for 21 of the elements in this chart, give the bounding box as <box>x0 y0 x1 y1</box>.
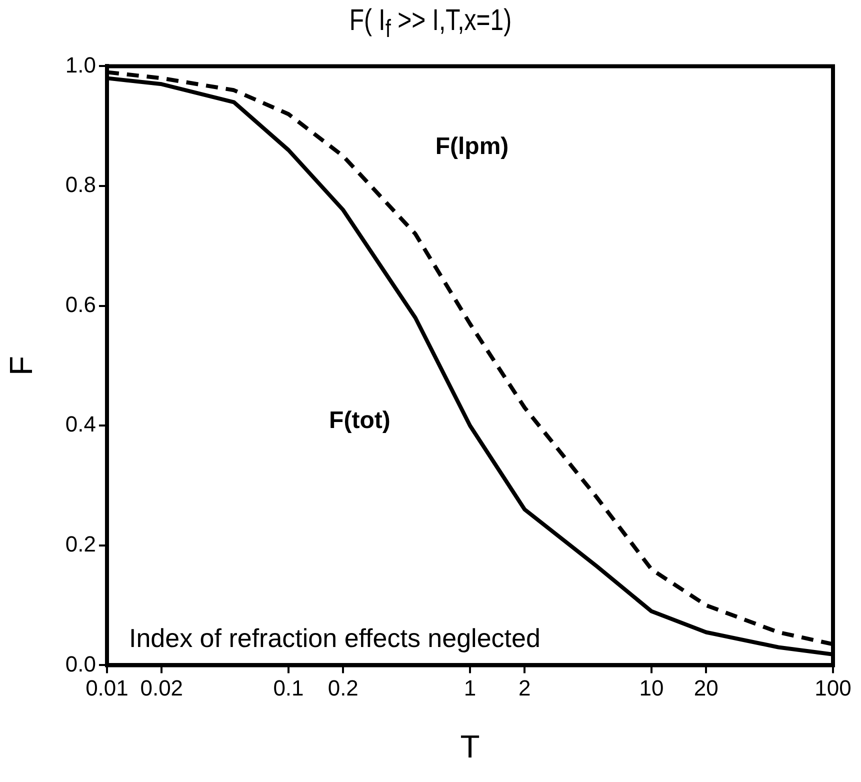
chart-title: F( I$_{f}$ >> I,T,x=1) <box>348 4 513 44</box>
x-tick-label: 0.02 <box>140 675 184 700</box>
x-tick-label: 2 <box>518 675 531 700</box>
y-tick-label: 0.8 <box>65 172 96 198</box>
text: F(tot) <box>329 406 390 434</box>
text: F(lpm) <box>435 132 509 160</box>
y-axis-title: F <box>3 356 40 376</box>
y-tick-label: 0.0 <box>65 651 96 676</box>
x-tick-label: 1 <box>464 675 476 700</box>
annotation: Index of refraction effects neglected <box>128 623 540 654</box>
y-tick-label: 1.0 <box>65 52 96 78</box>
x-tick-label: 0.01 <box>86 675 128 700</box>
y-tick-label: 0.4 <box>65 412 96 437</box>
x-tick-label: 0.1 <box>273 675 304 700</box>
x-tick-label: 20 <box>694 675 718 700</box>
y-tick-label: 0.2 <box>65 531 96 556</box>
y-tick-label: 0.6 <box>65 292 96 317</box>
x-tick-label: 100 <box>814 675 852 700</box>
x-tick-label: 0.2 <box>328 675 358 700</box>
x-axis-title: T <box>460 728 480 765</box>
x-tick-label: 10 <box>639 675 664 700</box>
